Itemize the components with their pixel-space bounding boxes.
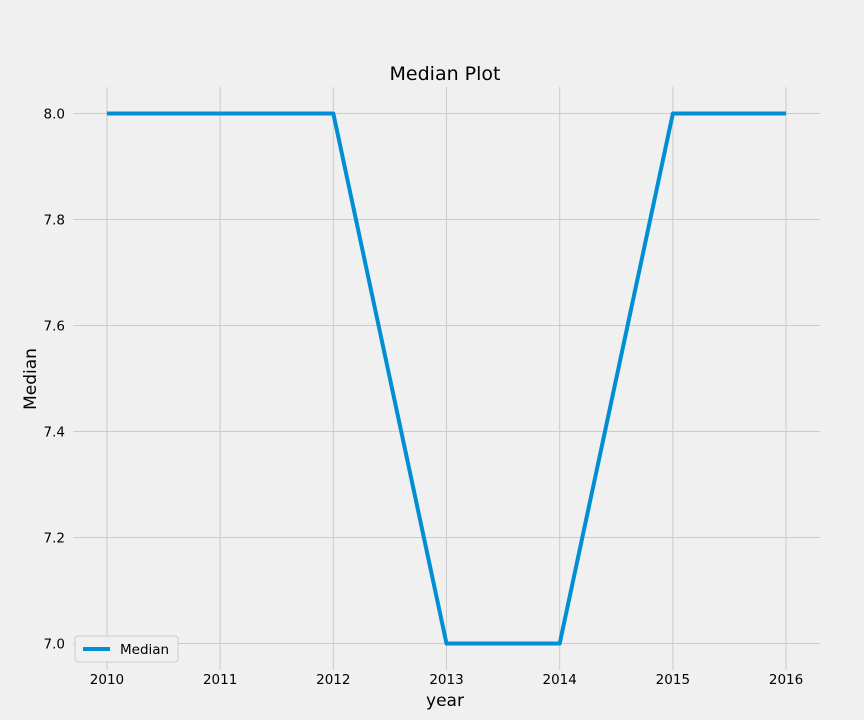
series-layer: [106, 111, 787, 646]
series-line-median: [106, 111, 787, 646]
legend: Median: [74, 635, 179, 663]
x-axis-title: year: [426, 691, 464, 711]
x-tick-label: 2016: [769, 672, 803, 688]
x-tick-label: 2013: [429, 672, 463, 688]
legend-label-median: Median: [120, 642, 169, 658]
x-tick-label: 2014: [543, 672, 577, 688]
x-tick-label: 2012: [316, 672, 350, 688]
x-tick-labels: 2010 2011 2012 2013 2014 2015 2016: [90, 672, 803, 688]
y-tick-labels: 7.0 7.2 7.4 7.6 7.8 8.0: [44, 107, 65, 653]
chart-title: Median Plot: [390, 63, 501, 85]
y-axis-title: Median: [21, 348, 41, 410]
x-tick-label: 2015: [656, 672, 690, 688]
x-tick-label: 2010: [90, 672, 124, 688]
y-tick-label: 7.6: [44, 319, 65, 335]
legend-box: [74, 635, 179, 663]
y-tick-label: 7.8: [44, 213, 65, 229]
y-tick-label: 8.0: [44, 107, 65, 123]
y-tick-label: 7.2: [44, 531, 65, 547]
y-tick-label: 7.4: [44, 425, 65, 441]
x-tick-label: 2011: [203, 672, 237, 688]
y-tick-label: 7.0: [44, 637, 65, 653]
